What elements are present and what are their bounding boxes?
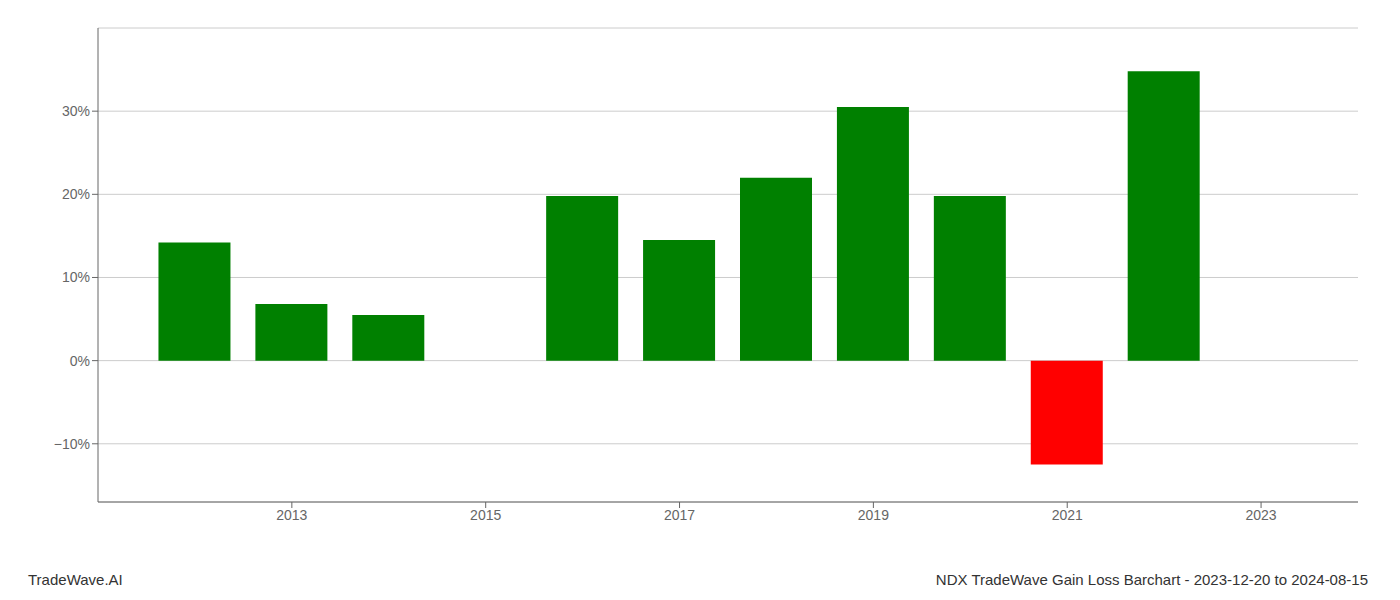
svg-text:2017: 2017 — [664, 507, 695, 523]
svg-text:2019: 2019 — [858, 507, 889, 523]
svg-text:2023: 2023 — [1245, 507, 1276, 523]
svg-text:30%: 30% — [62, 103, 90, 119]
svg-text:2015: 2015 — [470, 507, 501, 523]
svg-text:2013: 2013 — [276, 507, 307, 523]
svg-text:0%: 0% — [70, 353, 90, 369]
svg-text:20%: 20% — [62, 186, 90, 202]
svg-text:2021: 2021 — [1052, 507, 1083, 523]
svg-text:−10%: −10% — [54, 436, 90, 452]
html-text:NDX TradeWave Gain Loss Barcha: NDX TradeWave Gain Loss Barchart - 2023-… — [935, 571, 1368, 588]
svg-text:10%: 10% — [62, 269, 90, 285]
html-text:TradeWave.AI: TradeWave.AI — [28, 571, 123, 588]
